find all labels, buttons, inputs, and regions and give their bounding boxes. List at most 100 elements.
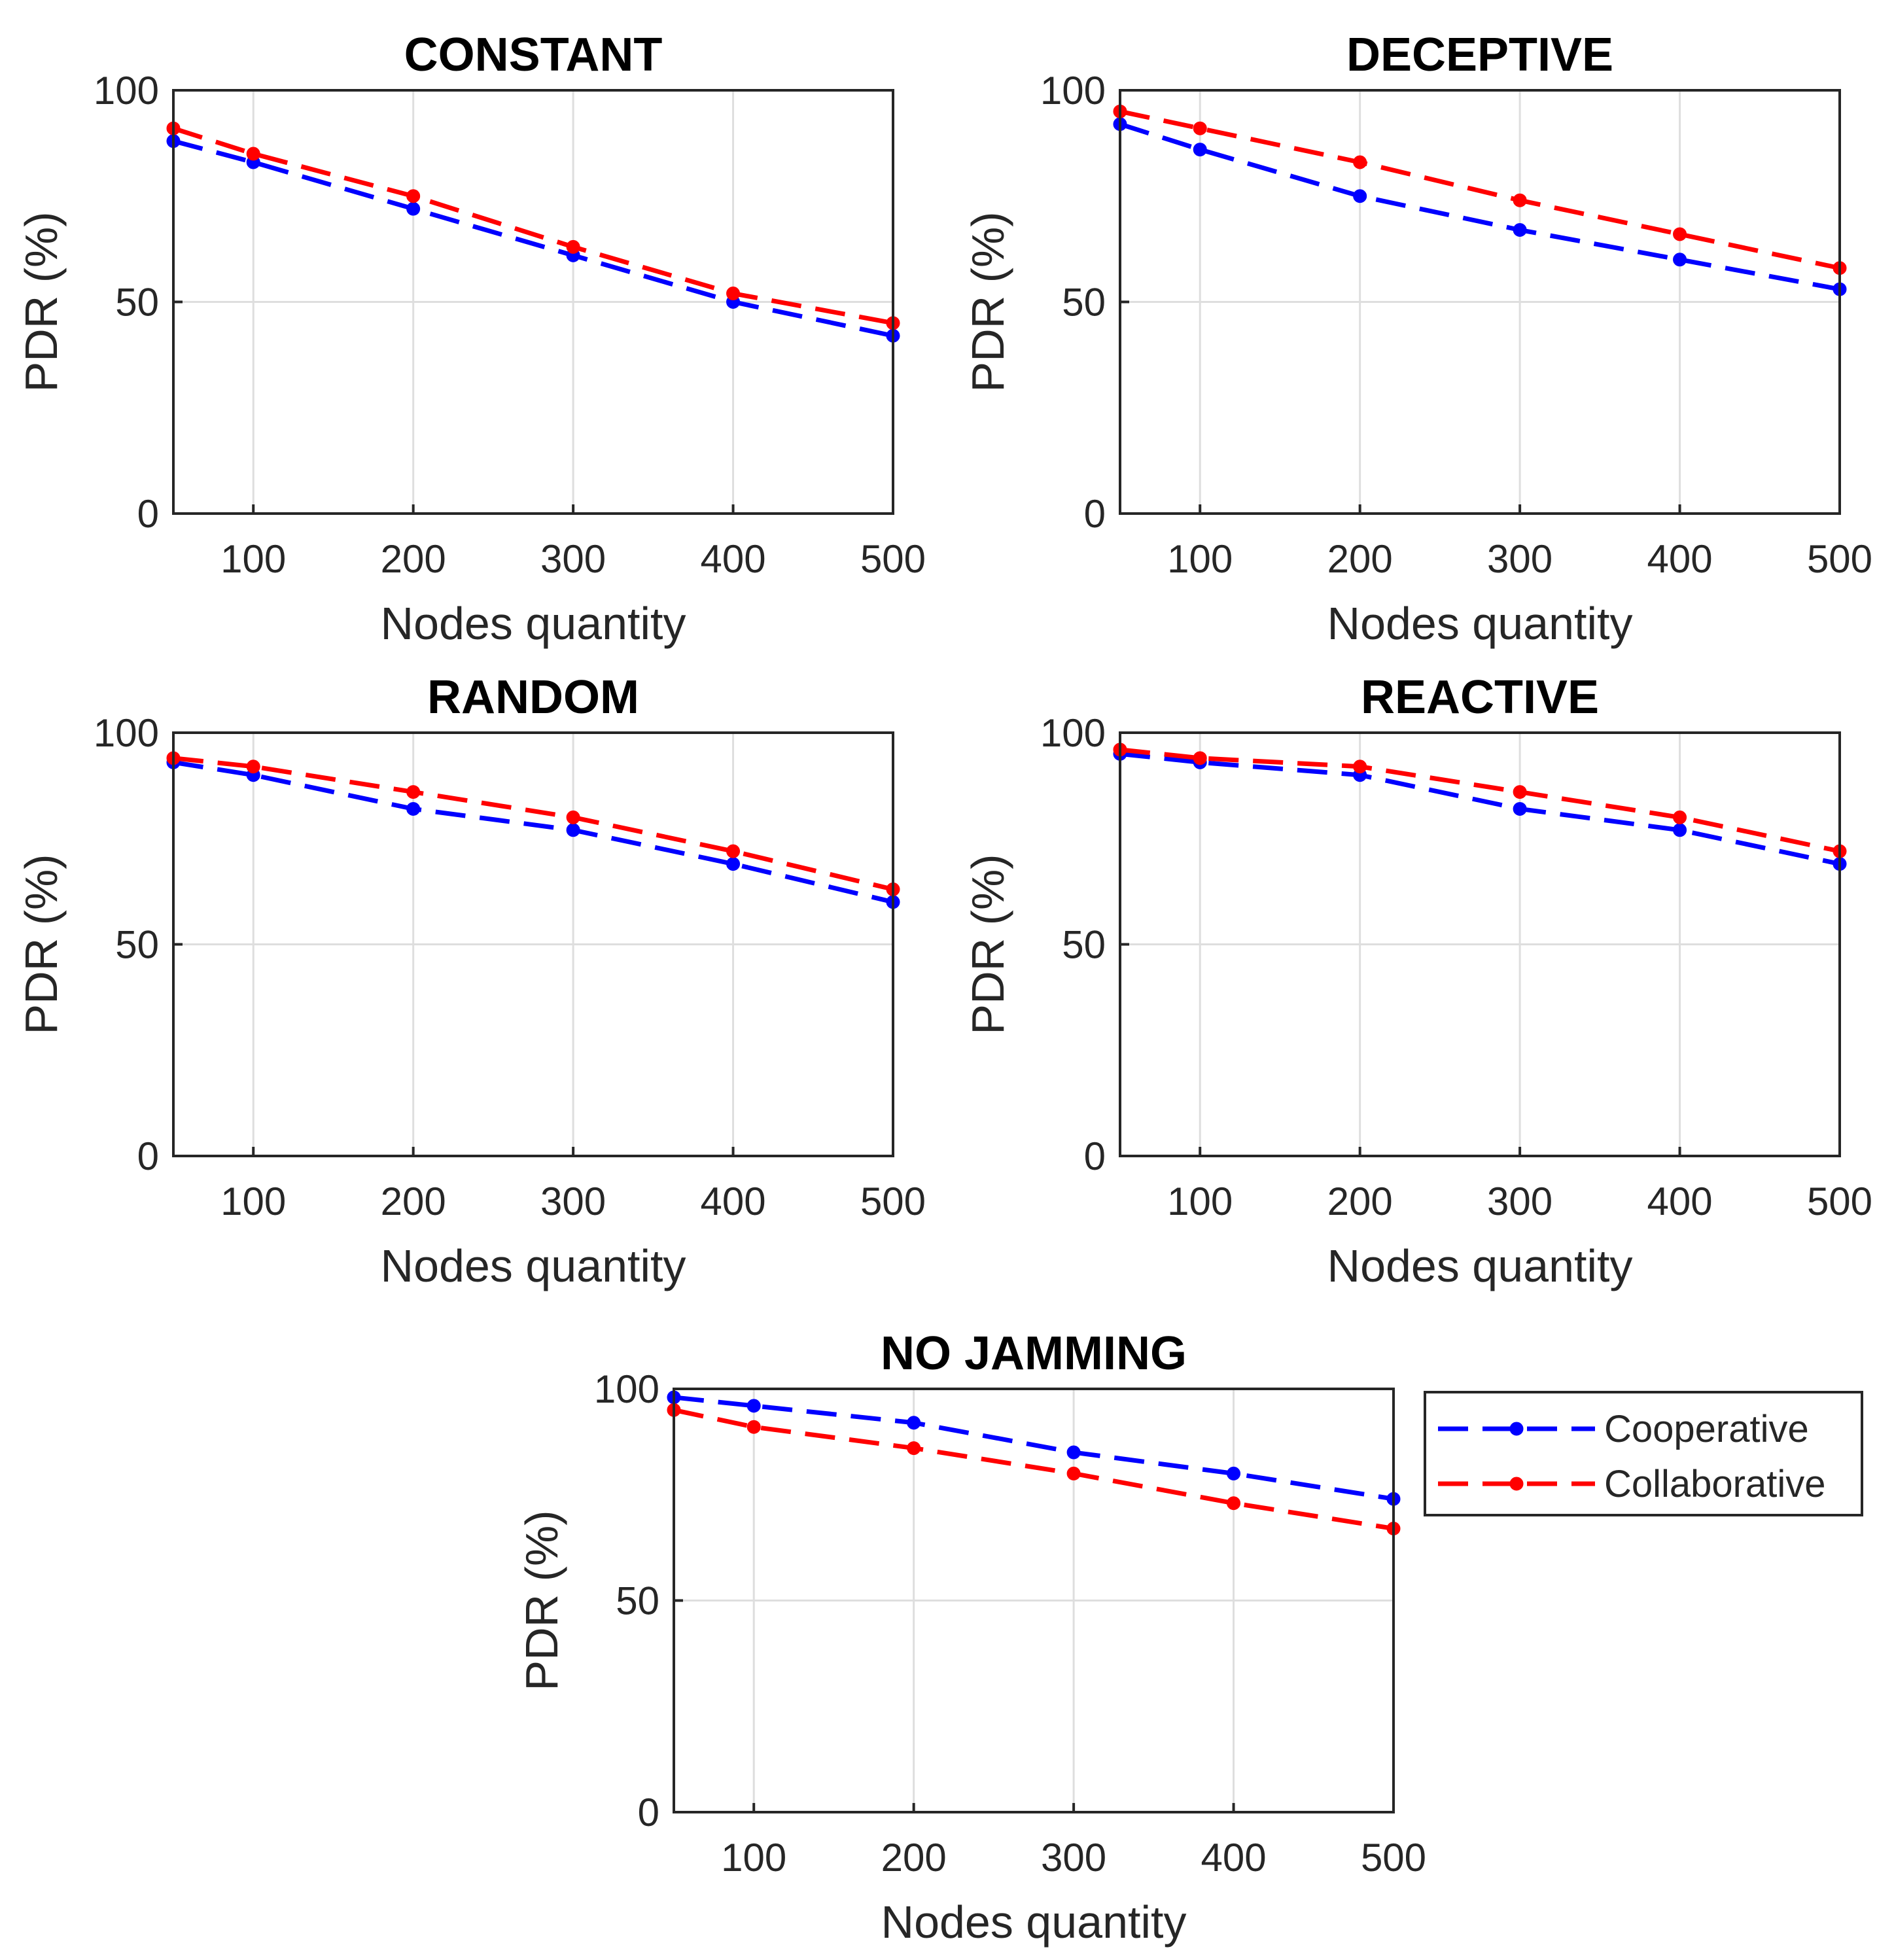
y-tick-label: 100	[594, 1367, 659, 1411]
x-tick-label: 400	[1647, 537, 1713, 581]
legend-item-cooperative: Cooperative	[1438, 1408, 1809, 1450]
series-line-collaborative	[172, 126, 894, 326]
y-tick-label: 0	[638, 1791, 659, 1834]
data-point-cooperative	[1513, 223, 1527, 237]
subplot-constant: 100 200 300 400 500 0 50 100 CONSTANT Nodes quant…	[16, 29, 926, 649]
legend-label: Cooperative	[1604, 1408, 1809, 1450]
chart-title: NO JAMMING	[881, 1327, 1187, 1380]
data-point-collaborative	[726, 287, 741, 301]
data-point-collaborative	[1193, 751, 1207, 765]
data-point-collaborative	[1513, 193, 1527, 207]
series-line-collaborative	[1119, 747, 1840, 854]
x-tick-label: 400	[1647, 1180, 1713, 1223]
subplot-random: 100 200 300 400 500 0 50 100 RANDOM Nodes quantit…	[16, 671, 926, 1291]
series-line-collaborative	[173, 756, 894, 892]
y-tick-label: 50	[1062, 281, 1106, 324]
x-tick-label: 500	[860, 537, 926, 581]
y-tick-label: 0	[1084, 492, 1106, 536]
y-tick-label: 0	[1084, 1134, 1106, 1178]
data-point-collaborative	[907, 1441, 921, 1456]
x-tick-label: 400	[701, 537, 766, 581]
data-point-collaborative	[1227, 1496, 1241, 1511]
x-tick-label: 300	[1487, 537, 1552, 581]
y-tick-label: 50	[115, 281, 159, 324]
series-line-cooperative	[1119, 751, 1840, 866]
data-point-cooperative	[406, 201, 421, 216]
series-line-cooperative	[173, 760, 894, 905]
y-axis-label: PDR (%)	[962, 854, 1013, 1034]
legend-label: Collaborative	[1604, 1463, 1826, 1505]
y-axis-label: PDR (%)	[962, 211, 1013, 392]
x-tick-label: 200	[881, 1836, 947, 1880]
data-point-cooperative	[746, 1399, 761, 1413]
data-point-collaborative	[1193, 121, 1207, 135]
x-tick-label: 200	[1327, 1180, 1393, 1223]
data-point-cooperative	[1513, 801, 1527, 816]
series-line-collaborative	[673, 1407, 1394, 1531]
data-point-cooperative	[1066, 1445, 1081, 1460]
subplot-deceptive: 100 200 300 400 500 0 50 100 DECEPTIVE Nodes quan…	[962, 29, 1872, 649]
x-tick-label: 400	[1201, 1836, 1267, 1880]
data-point-cooperative	[1193, 143, 1207, 157]
data-point-cooperative	[1227, 1466, 1241, 1480]
data-point-collaborative	[726, 844, 741, 858]
x-tick-label: 400	[701, 1180, 766, 1223]
data-point-collaborative	[246, 760, 260, 774]
legend-item-collaborative: Collaborative	[1438, 1463, 1826, 1505]
data-point-cooperative	[566, 823, 580, 837]
y-tick-label: 50	[1062, 923, 1106, 967]
data-point-collaborative	[1673, 227, 1687, 241]
y-tick-label: 100	[1040, 711, 1106, 755]
legend: Cooperative Collaborative	[1424, 1391, 1863, 1516]
data-point-collaborative	[1673, 810, 1687, 824]
y-tick-label: 100	[94, 711, 159, 755]
x-tick-label: 500	[860, 1180, 926, 1223]
x-axis-label: Nodes quantity	[381, 598, 686, 649]
subplot-no-jamming: 100 200 300 400 500 0 50 100 NO JAMMING Nodes qua…	[516, 1327, 1426, 1948]
x-tick-label: 500	[1807, 1180, 1872, 1223]
x-tick-label: 100	[220, 1180, 286, 1223]
x-tick-label: 300	[1487, 1180, 1552, 1223]
data-point-collaborative	[406, 189, 421, 203]
data-point-collaborative	[566, 239, 580, 254]
data-point-collaborative	[566, 810, 580, 824]
x-tick-label: 100	[1167, 537, 1233, 581]
x-tick-label: 300	[540, 1180, 606, 1223]
x-tick-label: 500	[1361, 1836, 1426, 1880]
y-tick-label: 50	[616, 1579, 659, 1623]
data-point-cooperative	[406, 801, 421, 816]
x-tick-label: 100	[1167, 1180, 1233, 1223]
y-axis-label: PDR (%)	[16, 854, 67, 1034]
legend-marker-collaborative	[1509, 1477, 1524, 1491]
chart-title: REACTIVE	[1361, 671, 1599, 724]
y-axis-label: PDR (%)	[516, 1510, 567, 1690]
data-point-cooperative	[1353, 189, 1367, 203]
y-axis-label: PDR (%)	[16, 211, 67, 392]
y-tick-label: 100	[1040, 69, 1106, 113]
x-tick-label: 200	[1327, 537, 1393, 581]
series-line-cooperative	[173, 139, 894, 338]
y-tick-label: 50	[115, 923, 159, 967]
data-point-collaborative	[1353, 155, 1367, 169]
x-axis-label: Nodes quantity	[381, 1240, 686, 1291]
y-tick-label: 0	[137, 492, 159, 536]
chart-title: DECEPTIVE	[1346, 29, 1613, 81]
x-tick-label: 100	[721, 1836, 786, 1880]
data-point-cooperative	[1673, 253, 1687, 267]
series-line-collaborative	[1119, 109, 1840, 271]
data-point-collaborative	[406, 785, 421, 799]
x-axis-label: Nodes quantity	[881, 1897, 1187, 1948]
data-point-collaborative	[746, 1420, 761, 1434]
y-tick-label: 0	[137, 1134, 159, 1178]
x-tick-label: 300	[540, 537, 606, 581]
data-point-cooperative	[726, 857, 741, 871]
series-line-cooperative	[673, 1395, 1394, 1501]
chart-title: RANDOM	[427, 671, 639, 724]
data-point-collaborative	[1513, 785, 1527, 799]
x-axis-label: Nodes quantity	[1327, 1240, 1633, 1291]
x-tick-label: 500	[1807, 537, 1872, 581]
subplot-reactive: 100 200 300 400 500 0 50 100 REACTIVE Nodes quant…	[962, 671, 1872, 1291]
x-axis-label: Nodes quantity	[1327, 598, 1633, 649]
data-point-collaborative	[246, 147, 260, 161]
